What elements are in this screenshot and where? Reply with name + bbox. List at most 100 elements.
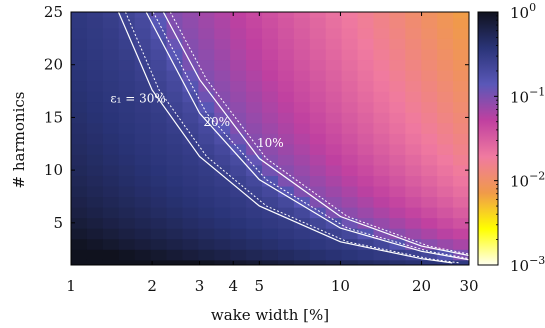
heatmap-cell [230, 69, 247, 82]
heatmap-cell [389, 228, 406, 240]
contour-line-secondary [169, 12, 469, 255]
heatmap-cell [453, 228, 469, 240]
heatmap-cell [230, 80, 247, 92]
heatmap-cell [214, 143, 231, 155]
heatmap-cell [357, 143, 375, 155]
heatmap-cell [309, 196, 327, 208]
heatmap-cell [357, 27, 375, 39]
heatmap-cell [230, 27, 247, 39]
heatmap-cell [166, 249, 184, 261]
heatmap-cell [453, 196, 469, 208]
heatmap-cell [166, 80, 184, 92]
heatmap-cell [373, 207, 390, 219]
contour-lines [117, 12, 469, 264]
heatmap-cell [86, 101, 104, 113]
heatmap-cell [341, 164, 359, 176]
heatmap-cell [373, 185, 390, 198]
heatmap-cell [150, 259, 168, 265]
heatmap-cell [134, 69, 152, 82]
heatmap-cell [277, 249, 295, 261]
heatmap-cell [262, 91, 279, 103]
heatmap-cell [341, 17, 359, 29]
heatmap-cell [118, 27, 136, 39]
heatmap-cell [341, 217, 359, 229]
heatmap-cell [437, 59, 454, 71]
heatmap-cell [437, 38, 454, 50]
heatmap-cell [453, 249, 469, 261]
heatmap-cell [182, 80, 199, 92]
heatmap-cell [293, 249, 311, 261]
heatmap-cell [214, 27, 231, 39]
heatmap-cell [437, 12, 454, 18]
heatmap-cell [277, 196, 295, 208]
heatmap-cell [325, 249, 343, 261]
heatmap-cell [246, 143, 263, 155]
heatmap-cell [150, 143, 168, 155]
heatmap-cell [357, 59, 375, 71]
heatmap-cell [277, 143, 295, 155]
heatmap-cell [309, 185, 327, 198]
heatmap-cells [71, 12, 469, 265]
heatmap-cell [198, 228, 215, 240]
heatmap-cell [134, 238, 152, 250]
heatmap-cell [453, 133, 469, 145]
heatmap-cell [86, 91, 104, 103]
heatmap-cell [118, 196, 136, 208]
y-tick-label: 25 [44, 3, 63, 21]
heatmap-cell [230, 17, 247, 29]
heatmap-cell [293, 91, 311, 103]
heatmap-cell [166, 238, 184, 250]
heatmap-cell [86, 27, 104, 39]
heatmap-cell [437, 91, 454, 103]
heatmap-cell [118, 122, 136, 134]
heatmap-cell [214, 48, 231, 61]
heatmap-cell [118, 101, 136, 113]
heatmap-cell [150, 80, 168, 92]
heatmap-cell [325, 154, 343, 166]
heatmap-cell [150, 175, 168, 187]
heatmap-cell [437, 27, 454, 39]
heatmap-cell [198, 207, 215, 219]
heatmap-cell [102, 38, 120, 50]
heatmap-cell [150, 154, 168, 166]
heatmap-cell [405, 80, 422, 92]
heatmap-cell [437, 249, 454, 261]
heatmap-cell [214, 154, 231, 166]
heatmap-cell [134, 59, 152, 71]
heatmap-cell [134, 175, 152, 187]
heatmap-cell [166, 259, 184, 265]
heatmap-cell [198, 143, 215, 155]
heatmap-cell [405, 238, 422, 250]
heatmap-cell [134, 154, 152, 166]
heatmap-cell [71, 259, 88, 265]
heatmap-cell [198, 112, 215, 124]
heatmap-cell [134, 101, 152, 113]
heatmap-cell [214, 69, 231, 82]
heatmap-cell [166, 154, 184, 166]
heatmap-cell [230, 196, 247, 208]
heatmap-cell [325, 91, 343, 103]
heatmap-cell [437, 207, 454, 219]
heatmap-cell [86, 12, 104, 18]
heatmap-cell [150, 59, 168, 71]
heatmap-cell [182, 154, 199, 166]
heatmap-cell [437, 48, 454, 61]
heatmap-cell [277, 69, 295, 82]
heatmap-cell [262, 143, 279, 155]
heatmap-cell [214, 249, 231, 261]
heatmap-cell [357, 112, 375, 124]
x-tick-label: 2 [147, 277, 157, 295]
heatmap-cell [86, 175, 104, 187]
heatmap-cell [230, 101, 247, 113]
heatmap-cell [277, 80, 295, 92]
heatmap-cell [325, 27, 343, 39]
heatmap-cell [230, 112, 247, 124]
heatmap-cell [325, 143, 343, 155]
heatmap-cell [325, 59, 343, 71]
heatmap-cell [230, 175, 247, 187]
heatmap-cell [373, 228, 390, 240]
heatmap-cell [102, 185, 120, 198]
heatmap-cell [214, 38, 231, 50]
heatmap-cell [134, 80, 152, 92]
